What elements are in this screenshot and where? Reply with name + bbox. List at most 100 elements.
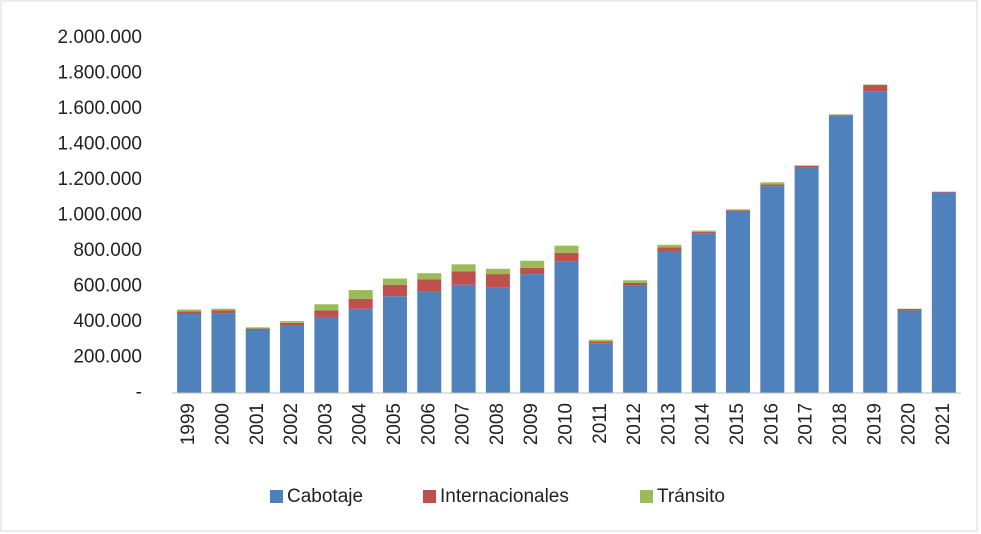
bar-segment <box>760 182 785 185</box>
y-tick-label: 1.400.000 <box>57 134 142 155</box>
bar-segment <box>623 282 648 286</box>
bar-segment <box>382 296 407 393</box>
bar-segment <box>485 268 510 275</box>
bar-segment <box>657 247 682 251</box>
bar-segment <box>451 271 476 285</box>
bar-segment <box>931 191 956 193</box>
bar-segment <box>657 244 682 248</box>
bar-segment <box>520 274 545 393</box>
y-tick-label: 1.200.000 <box>57 169 142 190</box>
bar-segment <box>451 284 476 393</box>
y-tick-label: 200.000 <box>73 347 142 368</box>
x-tick-label: 2011 <box>590 403 611 444</box>
x-tick-label: 2003 <box>315 403 336 445</box>
x-tick-label: 2010 <box>556 403 577 445</box>
bar-segment <box>897 309 922 311</box>
bar-segment <box>794 165 819 168</box>
bar-segment <box>760 186 785 393</box>
bar-segment <box>348 290 373 299</box>
bar-segment <box>314 317 339 393</box>
x-tick-label: 2002 <box>281 403 302 445</box>
x-tick-label: 2000 <box>212 403 233 445</box>
x-tick-label: 2009 <box>521 403 542 445</box>
bar-segment <box>177 311 202 315</box>
bar-segment <box>726 209 751 211</box>
legend-swatch <box>640 490 653 503</box>
legend-label: Internacionales <box>440 486 569 507</box>
bar-segment <box>623 280 648 283</box>
bar-segment <box>177 309 202 312</box>
bar-segment <box>794 167 819 393</box>
bar-segment <box>897 310 922 393</box>
legend-label: Cabotaje <box>287 486 363 507</box>
bar-segment <box>348 308 373 393</box>
y-tick-label: 1.600.000 <box>57 98 142 119</box>
bar-segment <box>211 313 236 393</box>
bar-segment <box>520 260 545 268</box>
x-tick-label: 2018 <box>830 403 851 445</box>
bar-segment <box>520 267 545 275</box>
bar-segment <box>863 85 888 92</box>
x-tick-label: 2021 <box>933 403 954 445</box>
y-tick-label: 400.000 <box>73 311 142 332</box>
legend-swatch <box>270 490 283 503</box>
bar-segment <box>280 322 305 326</box>
bar-segment <box>691 231 716 234</box>
bar-segment <box>554 245 579 253</box>
x-tick-label: 2020 <box>899 403 920 445</box>
bar-segment <box>177 314 202 393</box>
bar-segment <box>314 304 339 311</box>
bar-segment <box>485 287 510 393</box>
bar-segment <box>245 328 270 330</box>
bar-segment <box>726 210 751 212</box>
bar-segment <box>691 230 716 232</box>
bar-segment <box>863 91 888 393</box>
bar-segment <box>280 321 305 323</box>
bar-segment <box>931 192 956 393</box>
bar-segment <box>657 251 682 393</box>
y-tick-label: 600.000 <box>73 276 142 297</box>
x-tick-label: 2008 <box>487 403 508 445</box>
x-tick-label: 1999 <box>178 403 199 445</box>
bar-segment <box>554 261 579 393</box>
x-tick-label: 2014 <box>693 403 714 446</box>
x-tick-label: 2019 <box>864 403 885 445</box>
legend-label: Tránsito <box>657 486 725 507</box>
bar-segment <box>588 339 613 342</box>
bar-segment <box>623 285 648 393</box>
bar-segment <box>211 310 236 314</box>
y-tick-label: 1.000.000 <box>57 205 142 226</box>
bar-segment <box>588 341 613 344</box>
bar-segment <box>451 264 476 272</box>
bar-segment <box>245 327 270 329</box>
bar-segment <box>726 211 751 393</box>
bar-segment <box>280 325 305 393</box>
x-tick-label: 2016 <box>761 403 782 445</box>
bar-segment <box>760 184 785 187</box>
bar-segment <box>382 278 407 285</box>
bar-segment <box>417 273 442 280</box>
bar-segment <box>828 114 853 116</box>
bar-segment <box>485 274 510 288</box>
bar-segment <box>314 310 339 318</box>
y-tick-label: 1.800.000 <box>57 63 142 84</box>
y-tick-label: 800.000 <box>73 240 142 261</box>
bar-segment <box>417 291 442 393</box>
bar-segment <box>382 284 407 297</box>
x-tick-label: 2007 <box>453 403 474 445</box>
bar-segment <box>417 279 442 292</box>
y-tick-label: 2.000.000 <box>57 27 142 48</box>
bar-segment <box>794 165 819 166</box>
x-tick-label: 2012 <box>624 403 645 445</box>
bar-segment <box>554 252 579 262</box>
x-tick-label: 2015 <box>727 403 748 445</box>
x-tick-label: 2004 <box>350 403 371 446</box>
bar-segment <box>828 115 853 394</box>
bar-segment <box>245 329 270 393</box>
bar-segment <box>211 308 236 311</box>
x-tick-label: 2013 <box>658 403 679 445</box>
legend-swatch <box>423 490 436 503</box>
y-tick-label: - <box>136 382 142 403</box>
